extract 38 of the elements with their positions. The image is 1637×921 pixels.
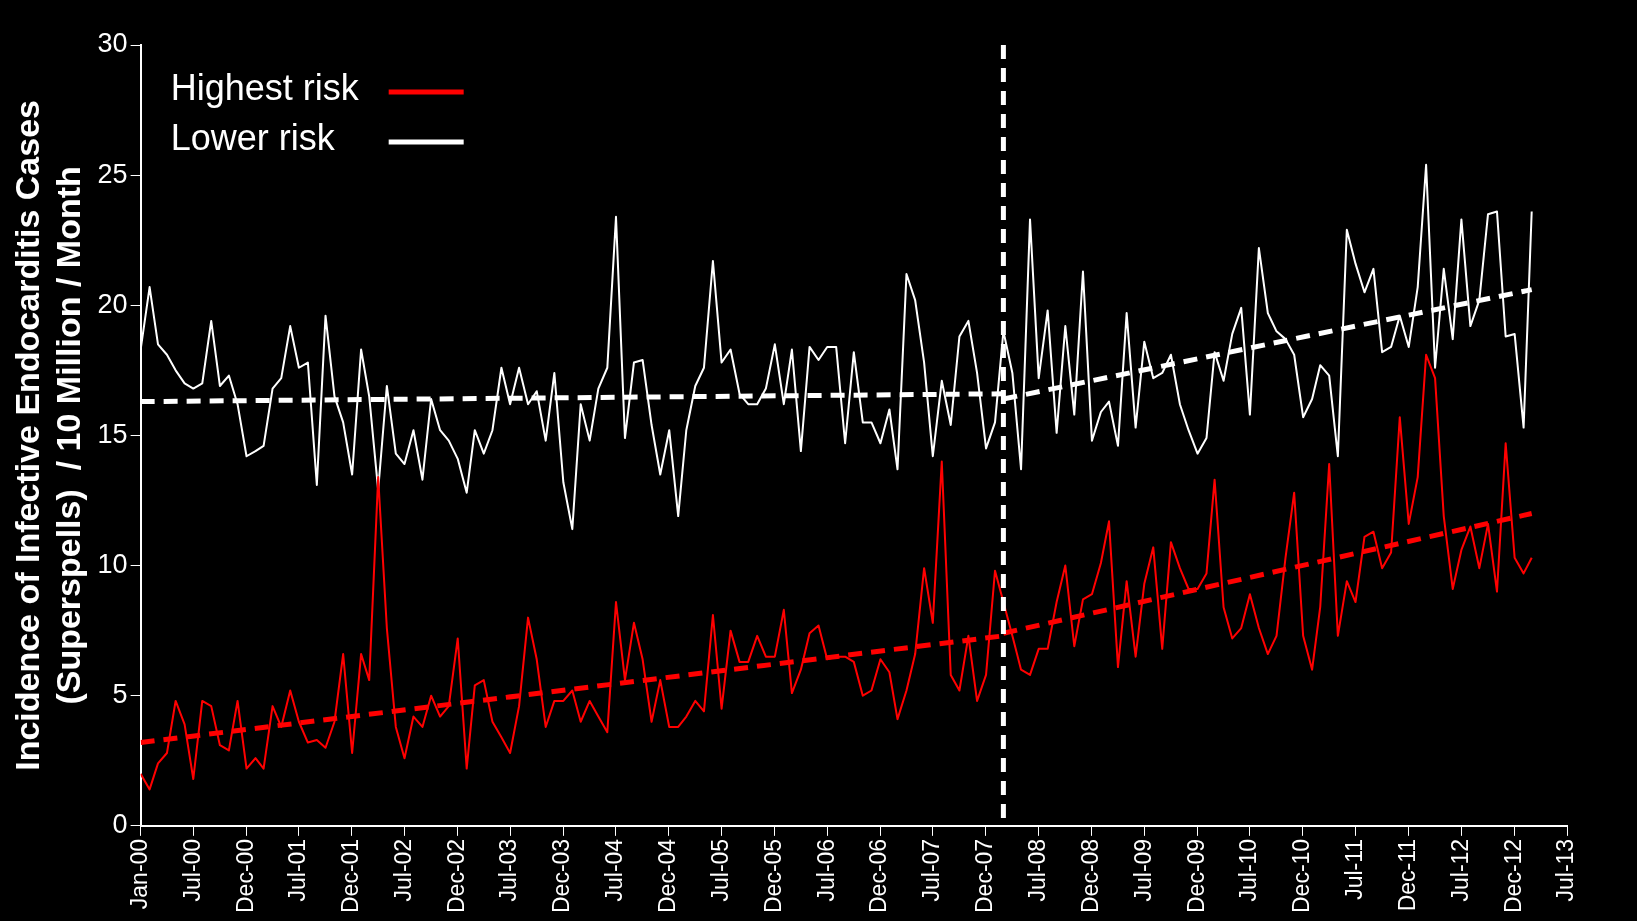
x-tick-label: Jul-02 <box>389 838 416 902</box>
legend-label: Lower risk <box>170 116 336 158</box>
x-tick-label: Dec-03 <box>548 838 575 914</box>
x-tick-label: Dec-07 <box>971 838 998 914</box>
x-tick-label: Dec-09 <box>1182 838 1209 914</box>
x-tick-label: Jul-04 <box>601 838 628 902</box>
y-tick-label: 25 <box>97 158 128 189</box>
x-tick-label: Jul-12 <box>1446 838 1473 902</box>
y-tick-label: 30 <box>97 28 128 59</box>
x-tick-label: Dec-00 <box>231 838 258 914</box>
x-tick-label: Dec-05 <box>759 838 786 914</box>
x-tick-label: Jul-01 <box>284 838 311 902</box>
x-tick-label: Jul-11 <box>1340 838 1367 900</box>
x-tick-label: Jul-09 <box>1129 838 1156 902</box>
x-tick-label: Dec-01 <box>337 838 364 914</box>
x-tick-label: Jul-13 <box>1552 838 1579 902</box>
x-tick-label: Dec-06 <box>865 838 892 914</box>
y-tick-label: 10 <box>97 549 128 580</box>
x-tick-label: Jul-00 <box>178 838 205 902</box>
y-tick-label: 20 <box>97 288 128 319</box>
x-tick-label: Dec-04 <box>654 838 681 914</box>
x-tick-label: Dec-10 <box>1288 838 1315 914</box>
x-tick-label: Jul-03 <box>495 838 522 902</box>
x-tick-label: Dec-02 <box>442 838 469 914</box>
x-tick-label: Jul-07 <box>918 838 945 902</box>
x-tick-label: Jul-06 <box>812 838 839 902</box>
y-tick-label: 15 <box>97 418 128 449</box>
x-tick-label: Dec-11 <box>1393 838 1420 912</box>
x-tick-label: Jul-08 <box>1024 838 1051 902</box>
y-tick-label: 5 <box>112 679 128 710</box>
x-tick-label: Jul-10 <box>1235 838 1262 902</box>
x-tick-label: Jul-05 <box>706 838 733 902</box>
y-axis-title: Incidence of Infective Endocarditis Cases (Superspells) / 10 Million / Month <box>7 100 87 771</box>
x-tick-label: Dec-08 <box>1076 838 1103 914</box>
y-tick-label: 0 <box>112 809 128 840</box>
x-tick-label: Dec-12 <box>1499 838 1526 914</box>
legend-label: Highest risk <box>170 66 360 108</box>
x-tick-label: Jan-00 <box>125 838 152 910</box>
